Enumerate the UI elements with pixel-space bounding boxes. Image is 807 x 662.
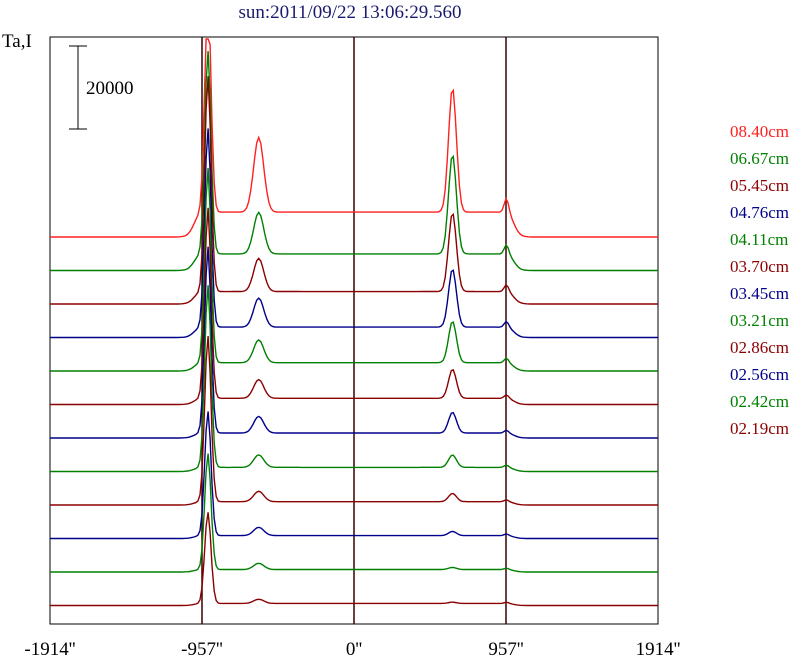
legend-entry: 08.40cm [730, 122, 790, 141]
x-tick-label: 1914'' [636, 639, 681, 660]
legend: 08.40cm 06.67cm 05.45cm 04.76cm 04.11cm 03.70… [730, 118, 789, 442]
series-line-02.56cm [50, 411, 658, 540]
series-line-03.45cm [50, 246, 658, 439]
legend-entry: 03.45cm [730, 284, 790, 303]
series-line-03.21cm [50, 285, 658, 473]
legend-entry: 04.11cm [730, 230, 789, 249]
series-group [50, 38, 658, 607]
series-line-02.19cm [50, 512, 658, 607]
scale-bar: 20000 [69, 45, 134, 130]
legend-entry: 05.45cm [730, 176, 790, 195]
series-line-02.86cm [50, 335, 658, 506]
series-line-06.67cm [50, 51, 658, 272]
legend-entry: 03.21cm [730, 311, 790, 330]
legend-entry: 02.19cm [730, 419, 790, 438]
series-line-05.45cm [50, 76, 658, 305]
legend-entry: 02.42cm [730, 392, 790, 411]
series-line-02.42cm [50, 453, 658, 573]
legend-entry: 04.76cm [730, 203, 790, 222]
legend-entry: 03.70cm [730, 257, 790, 276]
x-tick-label: -1914'' [24, 639, 75, 660]
x-tick-label: 957'' [488, 639, 523, 660]
x-tick-labels: -1914'' -957'' 0'' 957'' 1914'' [24, 639, 680, 660]
chart-title: sun:2011/09/22 13:06:29.560 [238, 2, 462, 23]
legend-entry: 02.86cm [730, 338, 790, 357]
series-line-08.40cm [50, 38, 658, 238]
series-line-04.76cm [50, 128, 658, 339]
scale-bar-label: 20000 [86, 78, 134, 99]
legend-entry: 06.67cm [730, 149, 790, 168]
series-line-04.11cm [50, 168, 658, 372]
x-tick-label: -957'' [181, 639, 223, 660]
x-tick-label: 0'' [346, 639, 362, 660]
y-axis-label: Ta,I [2, 31, 32, 52]
legend-entry: 02.56cm [730, 365, 790, 384]
series-line-03.70cm [50, 207, 658, 406]
